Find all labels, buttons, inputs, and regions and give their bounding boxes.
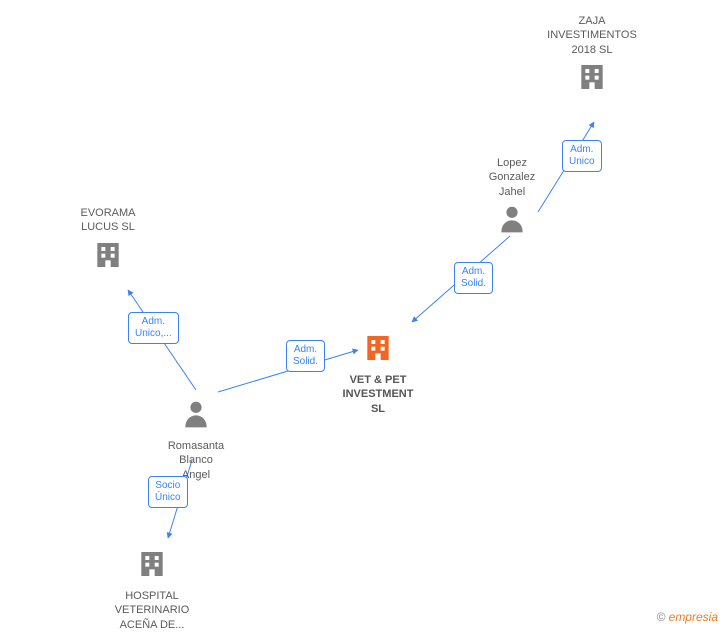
node-vetpet[interactable]: VET & PET INVESTMENT SL [328,332,428,416]
edge-label-1: Adm. Solid. [286,340,325,372]
edge-label-3: Adm. Solid. [454,262,493,294]
person-icon [180,417,212,434]
copyright-symbol: © [656,610,665,624]
node-label-evorama: EVORAMA LUCUS SL [58,206,158,235]
node-label-zaja: ZAJA INVESTIMENTOS 2018 SL [542,14,642,57]
copyright: © empresia [656,610,718,624]
node-lopez[interactable]: Lopez Gonzalez Jahel [462,156,562,240]
person-icon [496,222,528,239]
node-label-lopez: Lopez Gonzalez Jahel [462,156,562,199]
node-label-hospital: HOSPITAL VETERINARIO ACEÑA DE... [102,589,202,632]
node-zaja[interactable]: ZAJA INVESTIMENTOS 2018 SL [542,14,642,98]
building-icon [362,351,394,368]
edge-label-0: Adm. Unico,... [128,312,179,344]
edge-label-4: Adm. Unico [562,140,602,172]
node-evorama[interactable]: EVORAMA LUCUS SL [58,206,158,276]
node-label-vetpet: VET & PET INVESTMENT SL [328,373,428,416]
edge-label-2: Socio Único [148,476,188,508]
building-icon [576,80,608,97]
building-icon [136,567,168,584]
copyright-brand: empresia [669,610,718,624]
node-romasanta[interactable]: Romasanta Blanco Angel [146,398,246,482]
node-hospital[interactable]: HOSPITAL VETERINARIO ACEÑA DE... [102,548,202,632]
building-icon [92,258,124,275]
